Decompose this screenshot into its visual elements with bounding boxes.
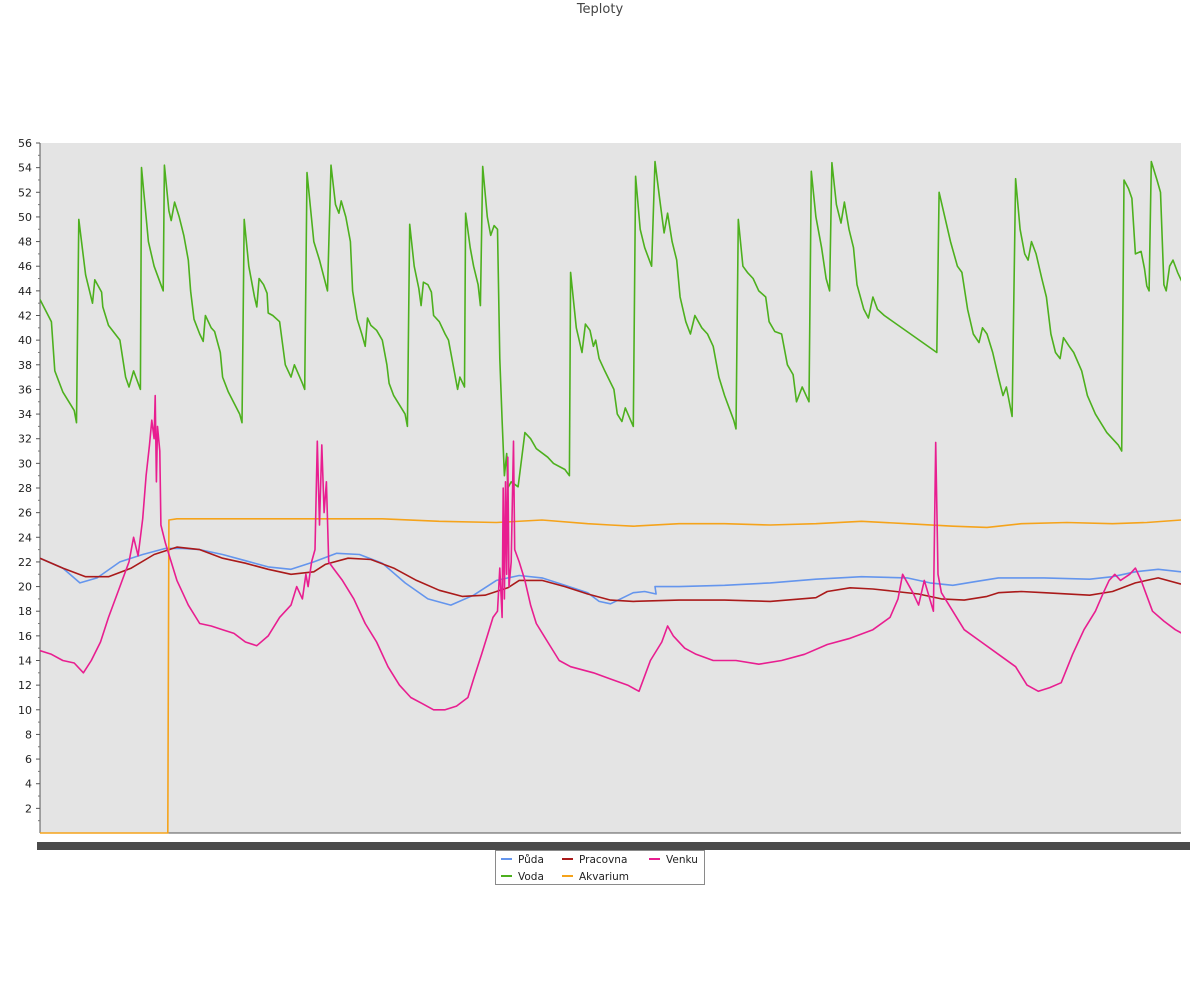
y-tick-label: 38 bbox=[18, 359, 32, 372]
y-tick-label: 20 bbox=[18, 581, 32, 594]
legend-label-voda: Voda bbox=[518, 871, 544, 883]
legend-swatch-voda bbox=[501, 875, 512, 877]
y-tick-label: 22 bbox=[18, 556, 32, 569]
y-tick-label: 36 bbox=[18, 383, 32, 396]
legend-label-puda: Půda bbox=[518, 854, 544, 866]
chart-title: Teploty bbox=[576, 2, 624, 17]
y-tick-label: 24 bbox=[18, 531, 32, 544]
y-tick-label: 28 bbox=[18, 482, 32, 495]
y-tick-label: 56 bbox=[18, 137, 32, 150]
y-tick-label: 14 bbox=[18, 655, 32, 668]
series-line-venku bbox=[40, 394, 1181, 711]
y-tick-label: 12 bbox=[18, 679, 32, 692]
y-axis: 2468101214161820222426283032343638404244… bbox=[18, 137, 41, 833]
series-line-pracovna bbox=[40, 546, 1181, 603]
legend-item-venku: Venku bbox=[649, 854, 698, 866]
y-tick-label: 42 bbox=[18, 310, 32, 323]
y-tick-label: 8 bbox=[25, 728, 32, 741]
y-tick-label: 52 bbox=[18, 186, 32, 199]
plot-area bbox=[40, 143, 1181, 833]
legend-item-puda: Půda bbox=[501, 854, 544, 866]
y-tick-label: 32 bbox=[18, 433, 32, 446]
y-tick-label: 18 bbox=[18, 605, 32, 618]
legend-item-pracovna: Pracovna bbox=[562, 854, 627, 866]
legend-swatch-venku bbox=[649, 858, 660, 860]
y-tick-label: 26 bbox=[18, 507, 32, 520]
legend-label-pracovna: Pracovna bbox=[579, 854, 628, 866]
y-tick-label: 50 bbox=[18, 211, 32, 224]
y-tick-label: 40 bbox=[18, 334, 32, 347]
y-tick-label: 16 bbox=[18, 630, 32, 643]
legend-item-akvarium: Akvarium bbox=[562, 871, 629, 883]
y-tick-label: 4 bbox=[25, 778, 32, 791]
y-tick-label: 48 bbox=[18, 236, 32, 249]
x-axis bbox=[37, 832, 1190, 850]
legend-swatch-pracovna bbox=[562, 858, 573, 860]
legend-label-venku: Venku bbox=[666, 854, 698, 866]
y-tick-label: 34 bbox=[18, 408, 32, 421]
y-tick-label: 44 bbox=[18, 285, 32, 298]
y-tick-label: 54 bbox=[18, 162, 32, 175]
series-line-akvarium bbox=[40, 517, 1181, 834]
legend-label-akvarium: Akvarium bbox=[579, 871, 630, 883]
x-tick-label-band bbox=[37, 842, 1190, 850]
y-tick-label: 6 bbox=[25, 753, 32, 766]
y-tick-label: 46 bbox=[18, 260, 32, 273]
y-tick-label: 10 bbox=[18, 704, 32, 717]
legend: Půda Voda Pracovna Akvarium Venku bbox=[495, 850, 705, 885]
legend-swatch-akvarium bbox=[562, 875, 573, 877]
legend-swatch-puda bbox=[501, 858, 512, 860]
series-lines bbox=[40, 160, 1181, 834]
legend-item-voda: Voda bbox=[501, 871, 544, 883]
series-line-voda bbox=[40, 160, 1181, 489]
y-tick-label: 30 bbox=[18, 457, 32, 470]
y-tick-label: 2 bbox=[25, 802, 32, 815]
